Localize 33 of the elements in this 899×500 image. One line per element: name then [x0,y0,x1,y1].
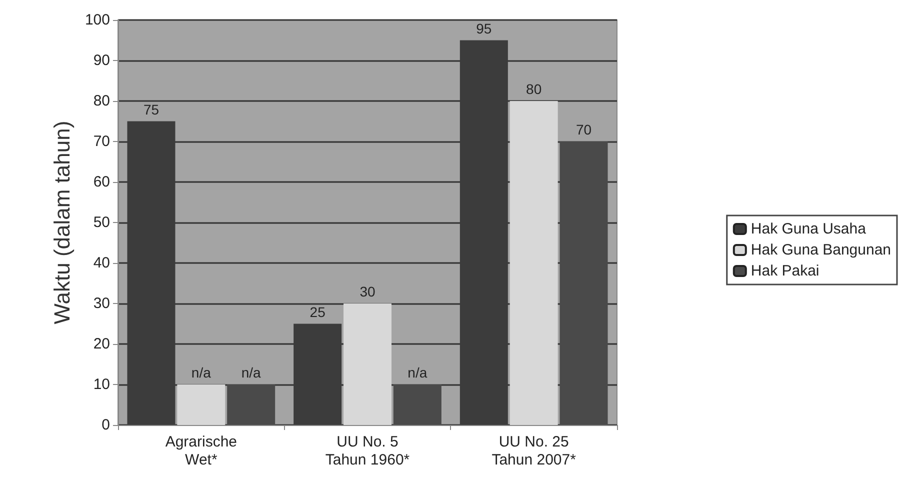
bar [510,101,558,425]
data-label: 30 [360,284,376,300]
y-tick-label: 20 [93,336,110,352]
bar [227,384,276,425]
data-label: 70 [576,122,592,138]
x-tick-label: UU No. 5 Tahun 1960* [325,434,410,468]
y-axis-title: Waktu (dalam tahun) [50,120,74,324]
y-tick-label: 0 [102,416,110,434]
bar [177,384,226,425]
bar [393,384,442,425]
y-tick-label: 60 [93,174,110,190]
data-label: n/a [241,364,262,380]
y-tick-label: 50 [93,214,110,231]
data-label: 80 [526,81,542,97]
legend-label: Hak Pakai [750,262,820,280]
y-tick-label: 100 [84,12,110,28]
bar [344,304,392,425]
y-tick-label: 40 [93,254,110,272]
legend-label: Hak Guna Bangunan [750,242,892,258]
legend-label: Hak Guna Usaha [750,220,867,238]
data-label: n/a [408,364,428,380]
data-label: 25 [310,304,326,320]
y-tick-label: 90 [93,52,110,69]
x-tick-label: UU No. 25 Tahun 2007* [492,434,576,468]
data-label: n/a [191,364,212,380]
y-tick-label: 10 [93,376,110,393]
data-label: 75 [143,101,160,118]
y-tick-label: 30 [93,295,110,312]
data-label: 95 [476,20,492,36]
y-tick-label: 70 [93,133,110,150]
x-tick-label: Agrarische Wet* [165,434,238,468]
bar [560,142,608,425]
y-tick-label: 80 [93,92,110,110]
